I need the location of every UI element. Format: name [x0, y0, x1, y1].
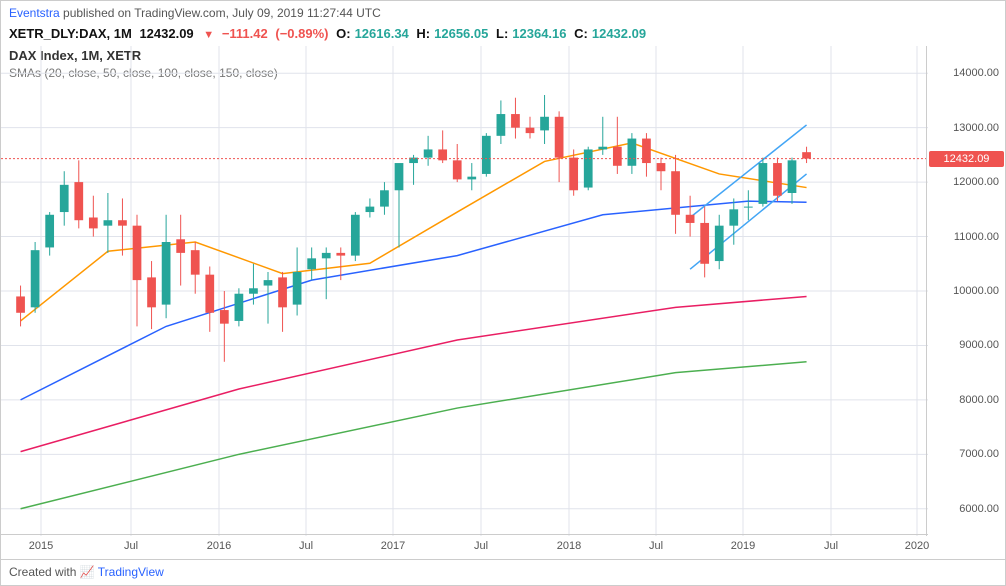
- high-value: 12656.05: [434, 26, 488, 41]
- close-value: 12432.09: [592, 26, 646, 41]
- x-tick-label: Jul: [474, 540, 488, 552]
- publisher: Eventstra: [9, 6, 60, 20]
- x-tick-label: 2019: [731, 540, 755, 552]
- publish-datetime: July 09, 2019 11:27:44 UTC: [232, 6, 381, 20]
- open-value: 12616.34: [355, 26, 409, 41]
- x-axis[interactable]: 2015 Jul 2016 Jul 2017 Jul 2018 Jul 2019 Jul 2020: [1, 534, 928, 559]
- x-tick-label: 2018: [557, 540, 581, 552]
- chart-container: Eventstra published on TradingView.com, …: [0, 0, 1006, 586]
- last-price: 12432.09: [139, 26, 193, 41]
- y-tick-label: 6000.00: [959, 503, 999, 515]
- quote-line: XETR_DLY:DAX, 1M 12432.09 ▼ −111.42 (−0.…: [9, 26, 650, 41]
- change-pct: (−0.89%): [275, 26, 328, 41]
- change: −111.42: [222, 26, 268, 41]
- footer-brand: TradingView: [98, 565, 164, 579]
- x-tick-label: Jul: [124, 540, 138, 552]
- open-label: O:: [336, 26, 350, 41]
- y-tick-label: 7000.00: [959, 448, 999, 460]
- symbol: XETR_DLY:DAX, 1M: [9, 26, 132, 41]
- x-tick-label: 2020: [905, 540, 929, 552]
- tradingview-logo-icon: 📈: [80, 565, 98, 579]
- platform-text: published on TradingView.com,: [60, 6, 233, 20]
- close-label: C:: [574, 26, 588, 41]
- y-tick-label: 12000.00: [953, 176, 999, 188]
- y-tick-label: 11000.00: [954, 231, 999, 243]
- y-tick-label: 10000.00: [953, 285, 999, 297]
- x-tick-label: 2017: [381, 540, 405, 552]
- high-label: H:: [416, 26, 430, 41]
- x-tick-label: 2016: [207, 540, 231, 552]
- x-tick-label: Jul: [824, 540, 838, 552]
- current-price-tag: 12432.09: [929, 151, 1004, 167]
- x-tick-label: 2015: [29, 540, 53, 552]
- y-tick-label: 8000.00: [959, 394, 999, 406]
- x-tick-label: Jul: [649, 540, 663, 552]
- low-value: 12364.16: [512, 26, 566, 41]
- footer-label: Created with: [9, 565, 80, 579]
- y-axis[interactable]: 6000.00 7000.00 8000.00 9000.00 10000.00 1100…: [926, 46, 1005, 536]
- y-tick-label: 13000.00: [953, 122, 999, 134]
- low-label: L:: [496, 26, 508, 41]
- chart-svg: [1, 46, 928, 536]
- chart-pane[interactable]: DAX Index, 1M, XETR SMAs (20, close, 50,…: [1, 46, 928, 536]
- down-arrow-icon: ▼: [203, 29, 214, 41]
- x-tick-label: Jul: [299, 540, 313, 552]
- y-tick-label: 14000.00: [953, 67, 999, 79]
- footer: Created with 📈 TradingView: [1, 559, 1005, 585]
- publish-line: Eventstra published on TradingView.com, …: [9, 6, 381, 20]
- y-tick-label: 9000.00: [959, 339, 999, 351]
